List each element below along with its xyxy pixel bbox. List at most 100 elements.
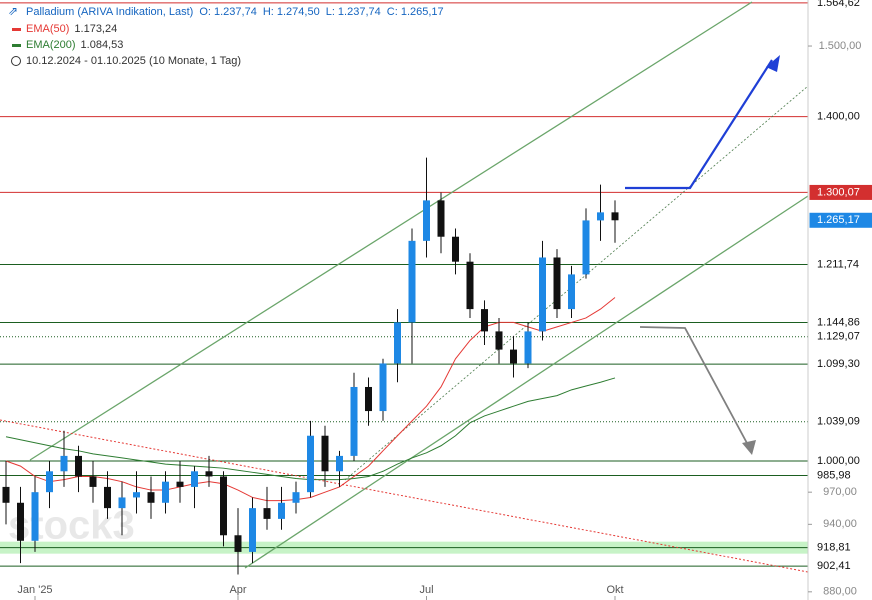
legend-swatch (12, 44, 21, 47)
candle-body (2, 486, 10, 503)
price-tag (810, 559, 872, 574)
x-axis: Jan '25 Apr Jul Okt (17, 584, 624, 600)
blue-arrowhead (766, 55, 780, 72)
x-tick-label: Apr (229, 584, 246, 596)
price-tag (809, 184, 872, 200)
candle-body (466, 261, 474, 310)
price-tag (810, 453, 872, 468)
candle-body (133, 492, 140, 498)
x-tick-label: Okt (606, 584, 623, 596)
price-tag (810, 329, 872, 344)
candle-body (452, 236, 459, 262)
candle-body (205, 471, 213, 477)
price-tag (810, 540, 872, 555)
ohlc-value: L: 1.237,74 (326, 6, 381, 18)
candle-body (31, 492, 39, 541)
candle-body (568, 274, 575, 310)
candle-body (336, 455, 343, 472)
price-tag-label: 1.265,17 (817, 214, 860, 226)
clock-icon (11, 56, 21, 66)
candle-body (582, 220, 590, 275)
candle-body (176, 481, 184, 487)
candle-body (350, 386, 358, 456)
y-axis: 1.500,00 970,00 940,00 880,00 (808, 40, 861, 598)
candle-body (292, 492, 300, 503)
candle-body (118, 497, 126, 509)
candle-body (408, 240, 416, 323)
price-tag (810, 468, 872, 483)
candle-body (524, 331, 532, 364)
watermark: stock3 (8, 504, 135, 548)
candle-body (162, 481, 169, 503)
candle-body (553, 257, 561, 310)
price-tag-label: 1.144,86 (817, 316, 860, 328)
candle-body (437, 200, 445, 237)
y-tick-label: 970,00 (823, 486, 857, 498)
channel-lower (244, 195, 809, 569)
price-tag (810, 315, 872, 330)
price-tag-label: 1.099,30 (817, 358, 860, 370)
candle-body (495, 331, 503, 350)
drawings (0, 1, 809, 573)
price-tag (810, 257, 872, 272)
dotted-trend (344, 85, 809, 481)
candle-body (75, 455, 82, 477)
price-tag-label: 902,41 (817, 560, 851, 572)
candle-body (278, 502, 285, 519)
price-tag-label: 1.211,74 (817, 258, 859, 270)
candle-body (147, 492, 155, 503)
price-tag (810, 414, 872, 429)
candle-body (104, 486, 111, 509)
y-tick-label: 1.500,00 (819, 40, 862, 52)
price-tag-label: 1.039,09 (817, 416, 860, 428)
price-tag-label: 1.400,00 (817, 111, 860, 123)
channel-upper (29, 1, 753, 461)
candle-body (249, 508, 256, 552)
chart-title: Palladium (ARIVA Indikation, Last) (26, 6, 193, 18)
price-tag-label: 1.129,07 (817, 331, 860, 343)
candle-body (321, 435, 329, 472)
candles (2, 157, 619, 575)
legend-value: 1.084,53 (81, 39, 124, 51)
y-tick-label: 880,00 (823, 586, 857, 598)
candle-body (89, 476, 97, 487)
candle-body (220, 476, 227, 536)
legend-name: EMA(50) (26, 23, 69, 35)
y-tick-label: 940,00 (823, 518, 857, 530)
candle-body (60, 455, 68, 472)
candle-body (263, 508, 271, 519)
chart-icon: ⇗ (8, 4, 18, 18)
date-range: 10.12.2024 - 01.10.2025 (10 Monate, 1 Ta… (26, 55, 241, 67)
candle-body (394, 322, 401, 364)
legend-name: EMA(200) (26, 39, 76, 51)
candle-body (234, 535, 242, 552)
levels (0, 2, 808, 567)
candle-body (539, 257, 546, 332)
gray-arrowhead (742, 440, 756, 455)
ohlc-value: H: 1.274,50 (263, 6, 320, 18)
x-tick-label: Jul (419, 584, 433, 596)
price-tags: 1.564,62 1.400,00 1.300,07 1.265,17 1.211,74… (809, 0, 872, 574)
candle-body (379, 363, 387, 412)
price-tag (810, 109, 872, 124)
candle-body (611, 212, 619, 221)
candle-body (510, 349, 517, 364)
candle-body (17, 502, 24, 541)
gray-arrow (639, 326, 749, 446)
blue-arrow (625, 59, 773, 190)
candle-body (597, 212, 604, 221)
candle-body (46, 471, 53, 493)
x-tick-label: Jan '25 (17, 584, 52, 596)
header: ⇗ Palladium (ARIVA Indikation, Last) 10.… (8, 4, 444, 67)
price-tag-label: 985,98 (817, 469, 851, 481)
candle-body (365, 386, 372, 412)
candle-body (423, 200, 430, 241)
ohlc-value: O: 1.237,74 (199, 6, 257, 18)
price-tag (810, 357, 872, 372)
red-trend (0, 419, 809, 573)
candle-body (307, 435, 314, 493)
price-tag-label: 1.000,00 (817, 455, 860, 467)
price-tag (810, 0, 872, 10)
